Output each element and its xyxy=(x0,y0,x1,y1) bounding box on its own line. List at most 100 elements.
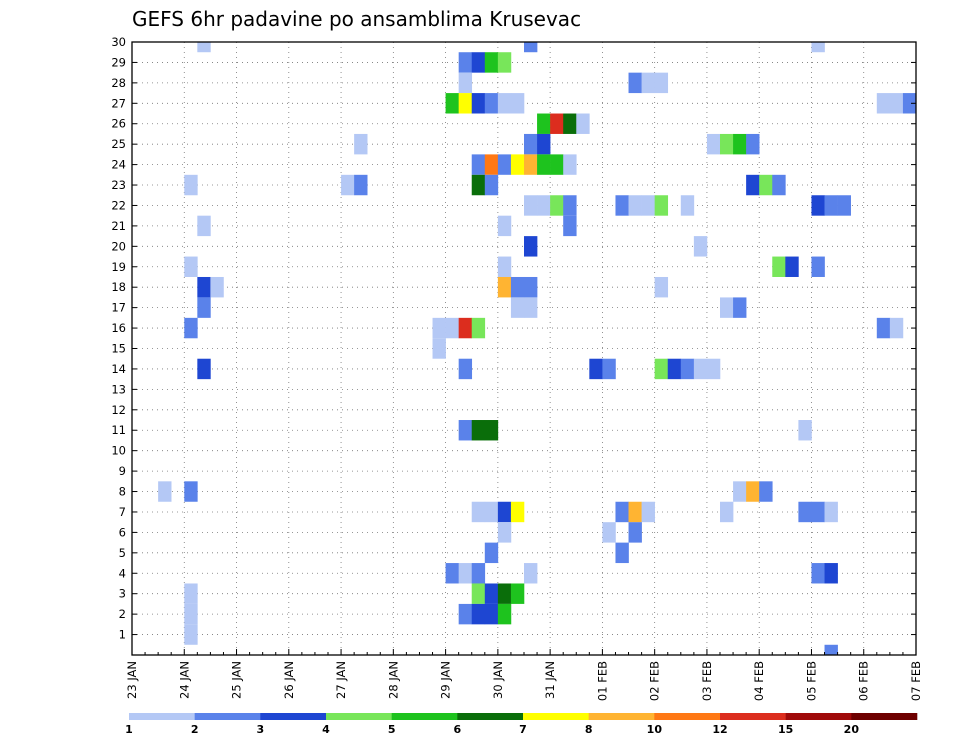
y-tick-label: 27 xyxy=(111,96,126,110)
precip-cell xyxy=(510,93,525,114)
precip-cell xyxy=(902,93,917,114)
precip-cell xyxy=(354,133,368,155)
y-tick-label: 1 xyxy=(119,628,126,642)
precip-cell xyxy=(484,420,499,441)
precip-cell xyxy=(576,113,590,134)
y-tick-label: 5 xyxy=(119,546,126,560)
precip-cell xyxy=(563,195,577,216)
precip-cell xyxy=(445,93,459,114)
legend-swatch xyxy=(457,713,524,720)
precip-cell xyxy=(484,174,499,196)
precip-cell xyxy=(471,52,486,73)
precip-cell xyxy=(811,563,825,584)
precip-cell xyxy=(693,236,708,257)
y-tick-label: 15 xyxy=(111,342,126,356)
y-tick-label: 10 xyxy=(111,444,126,458)
precip-cell xyxy=(484,52,499,73)
x-tick-label: 25 JAN xyxy=(230,661,244,699)
x-tick-label: 02 FEB xyxy=(648,661,662,701)
precip-cell xyxy=(184,624,198,645)
legend-swatch xyxy=(588,713,655,720)
x-tick-label: 03 FEB xyxy=(700,661,714,701)
precip-cell xyxy=(628,522,642,543)
legend-label: 7 xyxy=(519,723,527,736)
precip-cell xyxy=(471,583,486,604)
chart-title: GEFS 6hr padavine po ansamblima Krusevac xyxy=(132,7,581,31)
y-axis: 1234567891011121314151617181920212223242… xyxy=(111,35,916,642)
precip-cell xyxy=(746,174,760,196)
precip-cell xyxy=(458,52,473,73)
precip-cell xyxy=(876,93,891,114)
x-tick-label: 24 JAN xyxy=(177,661,191,699)
y-tick-label: 4 xyxy=(119,566,126,580)
grid xyxy=(132,42,916,655)
precip-cell xyxy=(432,317,446,339)
precip-cell xyxy=(524,236,538,257)
precip-cell xyxy=(524,195,538,216)
precip-cell xyxy=(602,522,616,543)
precip-cell xyxy=(563,113,577,134)
precip-cell xyxy=(432,338,446,359)
precip-cell xyxy=(733,133,747,155)
x-axis: 23 JAN 24 JAN 25 JAN 26 JAN 27 JAN 28 JAN 29 J… xyxy=(125,649,923,701)
x-tick-label: 27 JAN xyxy=(334,661,348,699)
legend-swatch xyxy=(391,713,458,720)
y-tick-label: 8 xyxy=(119,485,126,499)
precip-cell xyxy=(746,481,760,502)
precip-cell xyxy=(733,481,747,502)
legend-swatch xyxy=(129,713,195,720)
precip-cell xyxy=(602,358,616,380)
precip-cell xyxy=(811,195,825,216)
x-tick-label: 30 JAN xyxy=(491,661,505,699)
precip-cell xyxy=(184,583,198,604)
precip-cell xyxy=(484,93,499,114)
precip-cell xyxy=(497,501,512,523)
precip-cell xyxy=(471,501,486,523)
y-tick-label: 7 xyxy=(119,505,126,519)
y-tick-label: 22 xyxy=(111,198,126,212)
precip-cell xyxy=(458,420,473,441)
precip-cell xyxy=(341,174,355,196)
precip-cell xyxy=(497,93,512,114)
precip-cell xyxy=(184,256,198,277)
precip-cell xyxy=(497,603,512,625)
precip-cell xyxy=(184,481,198,502)
precip-cell xyxy=(458,317,473,339)
y-tick-label: 18 xyxy=(111,280,126,294)
y-tick-label: 6 xyxy=(119,525,126,539)
precip-cell xyxy=(524,133,538,155)
y-tick-label: 30 xyxy=(111,35,126,49)
legend-swatch xyxy=(326,713,392,720)
precip-cell xyxy=(458,93,473,114)
precip-cell xyxy=(471,420,486,441)
precip-cell xyxy=(654,358,669,380)
y-tick-label: 21 xyxy=(111,219,126,233)
precip-cell xyxy=(524,154,538,175)
precip-cell xyxy=(667,358,682,380)
precip-cell xyxy=(510,501,525,523)
precip-cell xyxy=(811,256,825,277)
precip-cell xyxy=(550,113,564,134)
precip-cell xyxy=(524,42,538,53)
precip-cell xyxy=(811,501,825,523)
precip-cell xyxy=(889,317,904,339)
precip-cell xyxy=(524,276,538,298)
y-tick-label: 2 xyxy=(119,607,126,621)
precip-cell xyxy=(471,154,486,175)
precip-cell xyxy=(706,133,721,155)
precip-cell xyxy=(484,603,499,625)
legend-label: 8 xyxy=(585,723,593,736)
legend-swatch xyxy=(851,713,918,720)
precip-cell xyxy=(471,317,486,339)
precip-cell xyxy=(354,174,368,196)
x-tick-label: 26 JAN xyxy=(282,661,296,699)
y-tick-label: 28 xyxy=(111,76,126,90)
precip-cell xyxy=(706,358,721,380)
x-tick-label: 07 FEB xyxy=(909,661,923,701)
precip-cell xyxy=(458,358,473,380)
legend: 1 2 3 4 5 6 7 8 10 12 15 20 xyxy=(125,713,918,736)
precip-cell xyxy=(785,256,799,277)
precip-cell xyxy=(654,276,669,298)
precip-cell xyxy=(772,256,786,277)
precip-cell xyxy=(628,195,642,216)
